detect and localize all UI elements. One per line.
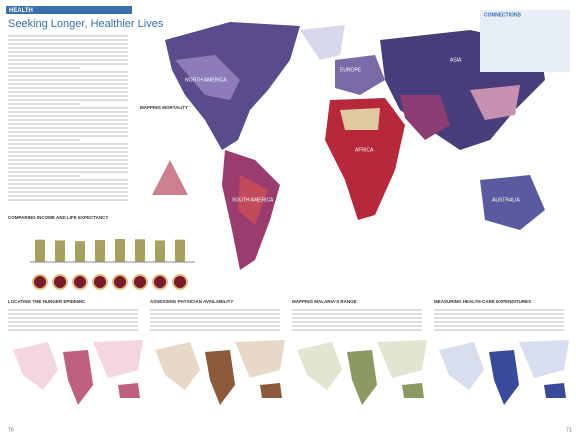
mini-map xyxy=(347,350,377,405)
map-label: EUROPE xyxy=(340,67,362,73)
map-label: NORTH AMERICA xyxy=(185,77,227,83)
bar xyxy=(75,241,85,262)
page-number: 70 xyxy=(8,427,14,433)
section-label: HEALTH xyxy=(9,8,33,14)
mini-map xyxy=(544,383,566,398)
greenland xyxy=(300,25,345,60)
mini-map xyxy=(63,350,93,405)
map-label: AUSTRALIA xyxy=(492,197,520,203)
australia xyxy=(480,175,545,230)
bar xyxy=(175,239,185,262)
mini-map xyxy=(297,342,342,390)
europe xyxy=(335,55,385,95)
page-title: Seeking Longer, Healthier Lives xyxy=(8,18,164,30)
page-number: 71 xyxy=(566,427,572,433)
mini-map xyxy=(118,383,140,398)
connections-box xyxy=(480,10,570,72)
income-chart xyxy=(30,238,195,290)
mini-map xyxy=(13,342,58,390)
bar xyxy=(155,240,165,262)
body-text xyxy=(8,35,128,201)
income-circle xyxy=(72,274,88,290)
region xyxy=(238,175,268,225)
panel-title: MAPPING MALARIA'S RANGE xyxy=(292,299,357,304)
income-circle xyxy=(112,274,128,290)
mini-map xyxy=(489,350,519,405)
income-circle xyxy=(92,274,108,290)
mini-map xyxy=(155,342,200,390)
mini-map xyxy=(205,350,235,405)
region xyxy=(340,108,380,130)
chart-title: COMPARING INCOME AND LIFE EXPECTANCY xyxy=(8,215,108,220)
income-circle xyxy=(152,274,168,290)
income-circle xyxy=(172,274,188,290)
income-circle xyxy=(52,274,68,290)
income-circle xyxy=(32,274,48,290)
panel-title: ASSESSING PHYSICIAN AVAILABILITY xyxy=(150,299,233,304)
map-label: AFRICA xyxy=(355,147,374,153)
mini-map xyxy=(519,340,569,378)
bar xyxy=(55,240,65,262)
region xyxy=(400,95,450,140)
map-label: SOUTH AMERICA xyxy=(232,197,274,203)
connections-title: CONNECTIONS xyxy=(484,12,522,18)
legend-triangle xyxy=(152,160,188,195)
bar xyxy=(135,239,145,262)
small-maps: LOCATING THE HUNGER EPIDEMIC ASSESSING PH… xyxy=(8,299,569,405)
mini-map xyxy=(235,340,285,378)
map-title: MAPPING MORTALITY xyxy=(140,105,188,110)
region xyxy=(175,55,240,100)
mini-map xyxy=(377,340,427,378)
region xyxy=(470,85,520,120)
section-bar xyxy=(6,6,132,14)
bar xyxy=(35,239,45,262)
bar xyxy=(95,240,105,262)
income-circle xyxy=(132,274,148,290)
map-label: ASIA xyxy=(450,57,462,63)
mini-map xyxy=(93,340,143,378)
mini-map xyxy=(439,342,484,390)
bar xyxy=(115,238,125,262)
mini-map xyxy=(260,383,282,398)
panel-title: LOCATING THE HUNGER EPIDEMIC xyxy=(8,299,86,304)
mini-map xyxy=(402,383,424,398)
panel-title: MEASURING HEALTH-CARE EXPENDITURES xyxy=(434,299,531,304)
